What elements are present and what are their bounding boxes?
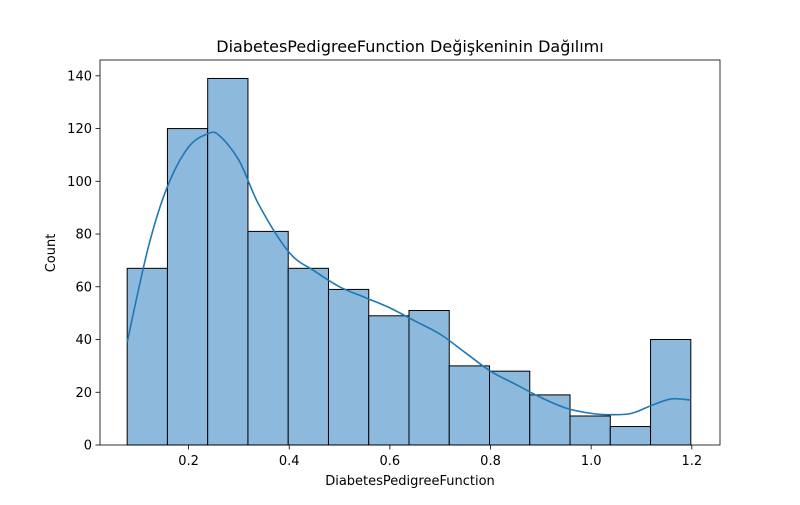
- y-axis-label: Count: [44, 234, 59, 273]
- y-tick-label: 120: [67, 122, 92, 137]
- x-tick-label: 1.2: [681, 454, 702, 469]
- x-tick-label: 1.0: [581, 454, 602, 469]
- y-axis: 0 20 40 60 80 100 120 140: [67, 69, 100, 454]
- histogram-bar: [166, 128, 209, 446]
- y-tick-label: 20: [75, 386, 92, 401]
- kde-line: [126, 131, 691, 416]
- histogram-bar: [448, 365, 491, 446]
- x-tick-label: 0.4: [279, 454, 300, 469]
- plot-frame: [99, 59, 721, 446]
- histogram-bar: [327, 288, 370, 446]
- histogram-bar: [247, 230, 289, 446]
- y-tick-label: 140: [67, 69, 92, 84]
- y-tick-label: 0: [84, 439, 92, 454]
- y-tick-label: 40: [75, 333, 92, 348]
- histogram-bar: [609, 426, 652, 446]
- x-tick-label: 0.2: [178, 454, 199, 469]
- y-tick-label: 80: [75, 228, 92, 243]
- x-axis: 0.2 0.4 0.6 0.8 1.0 1.2: [178, 445, 702, 469]
- histogram-bar: [126, 267, 168, 446]
- y-tick-label: 100: [67, 175, 92, 190]
- histogram-bar: [569, 415, 611, 446]
- x-tick-label: 0.8: [480, 454, 501, 469]
- x-axis-label: DiabetesPedigreeFunction: [325, 474, 495, 489]
- chart-title: DiabetesPedigreeFunction Değişkeninin Da…: [216, 37, 603, 56]
- histogram-bar: [408, 310, 450, 446]
- bars-layer: [126, 77, 692, 446]
- histogram-bar: [650, 339, 692, 446]
- histogram-bar: [207, 77, 249, 446]
- histogram-bar: [529, 394, 571, 446]
- histogram-bar: [287, 267, 329, 446]
- histogram-bar: [489, 370, 531, 446]
- histogram-bar: [368, 315, 410, 446]
- y-tick-label: 60: [75, 280, 92, 295]
- x-tick-label: 0.6: [380, 454, 401, 469]
